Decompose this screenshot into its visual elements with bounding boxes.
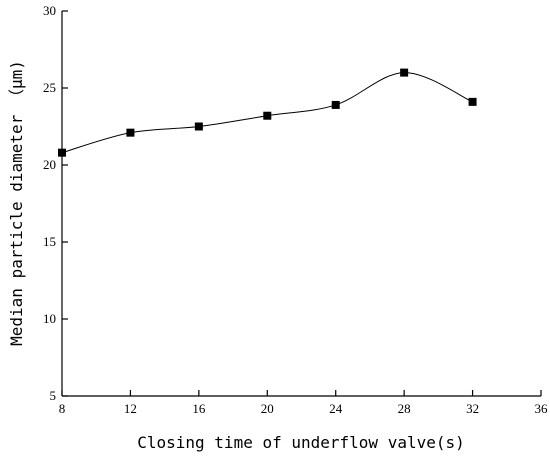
x-tick-label: 20 — [261, 401, 274, 416]
data-point — [126, 128, 135, 137]
x-tick-label: 8 — [59, 401, 66, 416]
x-tick-label: 32 — [466, 401, 479, 416]
data-markers — [58, 68, 477, 157]
axes — [61, 11, 541, 397]
y-tick-label: 10 — [43, 311, 56, 326]
data-point — [263, 111, 272, 120]
x-tick-label: 16 — [192, 401, 206, 416]
x-tick-label: 24 — [329, 401, 343, 416]
y-axis-title: Median particle diameter （μm) — [7, 60, 26, 346]
data-point — [468, 97, 477, 106]
x-axis-title: Closing time of underflow valve(s) — [137, 433, 465, 452]
data-point — [400, 68, 409, 77]
x-tick-label: 36 — [535, 401, 549, 416]
y-tick-label: 20 — [43, 157, 56, 172]
y-tick-label: 30 — [43, 3, 56, 18]
y-tick-label: 15 — [43, 234, 56, 249]
data-point — [58, 148, 66, 157]
y-tick-label: 25 — [43, 80, 56, 95]
y-tick-label: 5 — [50, 388, 57, 403]
x-tick-label: 12 — [124, 401, 137, 416]
x-ticks: 8 12 16 20 24 28 32 36 — [59, 390, 548, 416]
x-tick-label: 28 — [398, 401, 411, 416]
y-ticks: 5 10 15 20 25 30 — [43, 3, 68, 403]
data-point — [331, 100, 340, 109]
data-point — [194, 122, 203, 131]
